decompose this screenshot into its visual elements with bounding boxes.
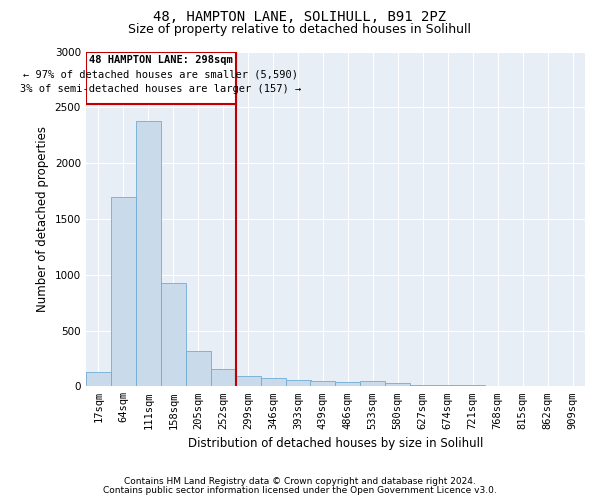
Text: Size of property relative to detached houses in Solihull: Size of property relative to detached ho…	[128, 22, 472, 36]
Bar	[186, 350, 211, 386]
Text: 3% of semi-detached houses are larger (157) →: 3% of semi-detached houses are larger (1…	[20, 84, 301, 94]
Bar	[435, 385, 460, 386]
Bar	[161, 282, 186, 387]
Bar	[385, 383, 410, 386]
X-axis label: Distribution of detached houses by size in Solihull: Distribution of detached houses by size …	[188, 437, 483, 450]
Text: 48 HAMPTON LANE: 298sqm: 48 HAMPTON LANE: 298sqm	[89, 55, 233, 65]
Bar	[211, 369, 236, 386]
Text: Contains public sector information licensed under the Open Government Licence v3: Contains public sector information licen…	[103, 486, 497, 495]
Y-axis label: Number of detached properties: Number of detached properties	[36, 126, 49, 312]
Bar	[360, 382, 385, 386]
Bar	[136, 120, 161, 386]
Bar	[236, 376, 261, 386]
Bar	[310, 380, 335, 386]
Text: 48, HAMPTON LANE, SOLIHULL, B91 2PZ: 48, HAMPTON LANE, SOLIHULL, B91 2PZ	[154, 10, 446, 24]
FancyBboxPatch shape	[86, 52, 236, 104]
Bar	[261, 378, 286, 386]
Bar	[335, 382, 360, 386]
Bar	[286, 380, 311, 386]
Bar	[111, 196, 136, 386]
Bar	[410, 384, 435, 386]
Text: ← 97% of detached houses are smaller (5,590): ← 97% of detached houses are smaller (5,…	[23, 70, 298, 80]
Text: Contains HM Land Registry data © Crown copyright and database right 2024.: Contains HM Land Registry data © Crown c…	[124, 477, 476, 486]
Bar	[86, 372, 111, 386]
